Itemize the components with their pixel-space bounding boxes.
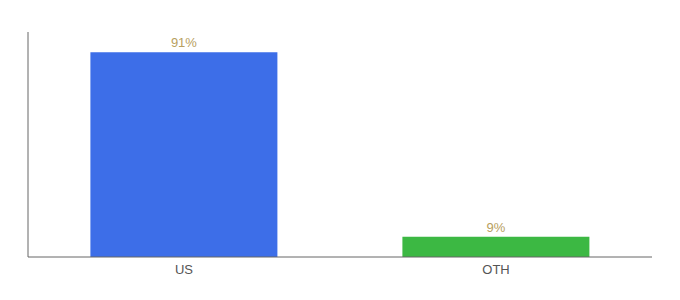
svg-text:91%: 91% [171, 35, 197, 50]
svg-text:OTH: OTH [482, 262, 509, 277]
svg-text:US: US [175, 262, 193, 277]
svg-text:9%: 9% [487, 220, 506, 235]
